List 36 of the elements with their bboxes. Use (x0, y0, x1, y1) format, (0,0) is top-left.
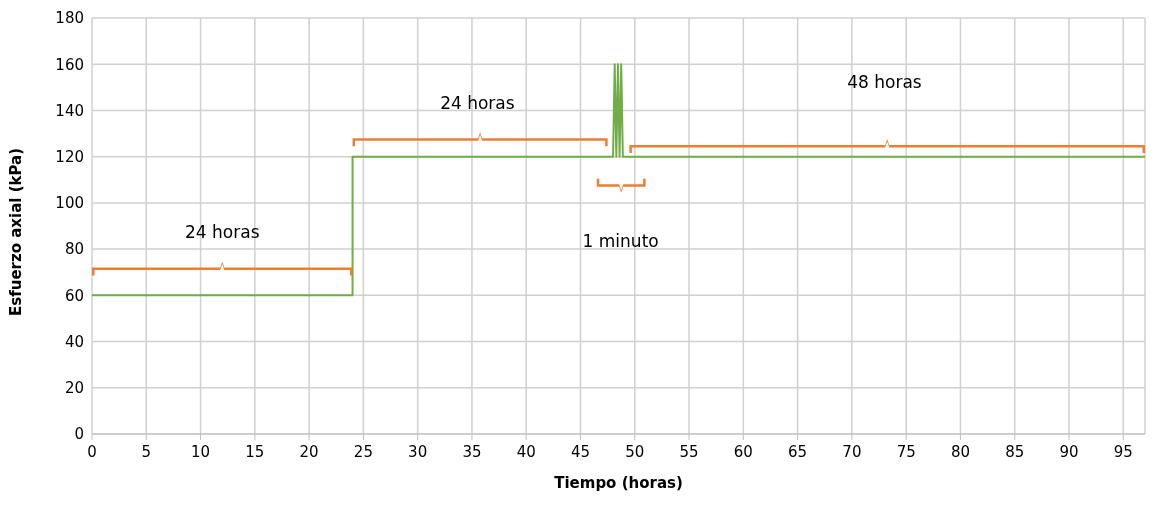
x-tick-label: 65 (788, 442, 808, 461)
annotation: 24 horas (440, 92, 515, 113)
annotation: 48 horas (847, 71, 922, 92)
y-tick-label: 20 (64, 379, 84, 398)
x-tick-label: 55 (679, 442, 699, 461)
x-tick-label: 20 (299, 442, 319, 461)
x-tick-label: 15 (245, 442, 265, 461)
x-tick-label: 0 (87, 442, 97, 461)
y-tick-label: 160 (55, 55, 84, 74)
x-tick-label: 85 (1005, 442, 1025, 461)
x-tick-label: 75 (896, 442, 916, 461)
x-tick-label: 25 (353, 442, 373, 461)
y-tick-label: 180 (55, 9, 84, 28)
annotation: 1 minuto (582, 231, 659, 252)
x-tick-label: 60 (733, 442, 753, 461)
y-tick-label: 0 (74, 425, 84, 444)
y-tick-label: 60 (64, 286, 84, 305)
x-tick-label: 35 (462, 442, 482, 461)
x-tick-label: 50 (625, 442, 645, 461)
y-tick-label: 80 (64, 240, 84, 259)
x-tick-label: 90 (1059, 442, 1079, 461)
x-tick-label: 80 (950, 442, 970, 461)
x-tick-label: 70 (842, 442, 862, 461)
x-tick-label: 30 (408, 442, 428, 461)
annotation: 24 horas (185, 221, 260, 242)
y-tick-label: 100 (55, 194, 84, 213)
y-tick-label: 140 (55, 101, 84, 120)
x-axis-title: Tiempo (horas) (554, 474, 683, 492)
y-tick-label: 120 (55, 147, 84, 166)
x-tick-label: 45 (570, 442, 591, 461)
x-tick-label: 40 (516, 442, 536, 461)
y-tick-label: 40 (64, 332, 84, 351)
x-tick-label: 10 (191, 442, 211, 461)
x-tick-label: 5 (141, 442, 152, 461)
y-axis-title: Esfuerzo axial (kPa) (7, 147, 26, 316)
x-tick-label: 95 (1113, 442, 1133, 461)
